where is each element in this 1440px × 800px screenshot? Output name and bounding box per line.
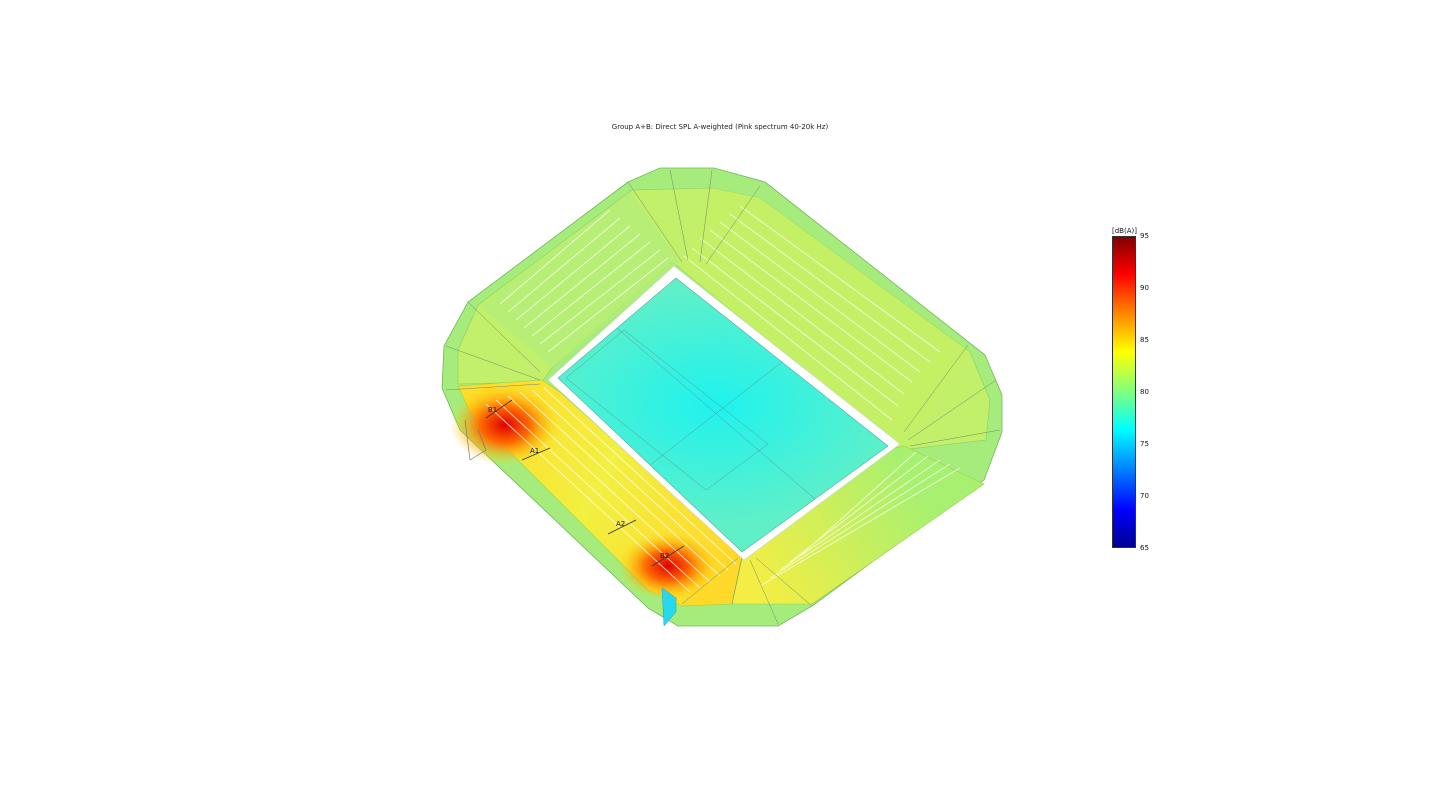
speaker-label-b2: B2 (660, 552, 669, 560)
speaker-label-b1: B1 (488, 406, 497, 414)
pitch-markings (565, 327, 816, 500)
far-right-stand (680, 188, 970, 450)
mast-right (661, 587, 677, 627)
colorbar (1112, 236, 1136, 548)
colorbar-tick: 65 (1140, 544, 1149, 552)
colorbar-tick: 80 (1140, 388, 1149, 396)
corner-segments (445, 169, 1001, 625)
colorbar-unit: [dB(A)] (1112, 227, 1137, 235)
colorbar-tick: 75 (1140, 440, 1149, 448)
colorbar-tick: 95 (1140, 232, 1149, 240)
colorbar-tick: 90 (1140, 284, 1149, 292)
pitch (557, 277, 889, 553)
speaker-label-a2: A2 (616, 520, 625, 528)
colorbar-tick: 85 (1140, 336, 1149, 344)
plot-title: Group A+B: Direct SPL A-weighted (Pink s… (611, 123, 829, 131)
hotspot-b2 (618, 532, 718, 600)
mast-left (464, 419, 487, 461)
hotspot-b1 (450, 385, 560, 465)
seating-rows (485, 205, 961, 593)
speaker-label-a1: A1 (530, 447, 539, 455)
speaker-markers (485, 399, 685, 567)
colorbar-tick: 70 (1140, 492, 1149, 500)
far-left-stand (480, 192, 680, 368)
